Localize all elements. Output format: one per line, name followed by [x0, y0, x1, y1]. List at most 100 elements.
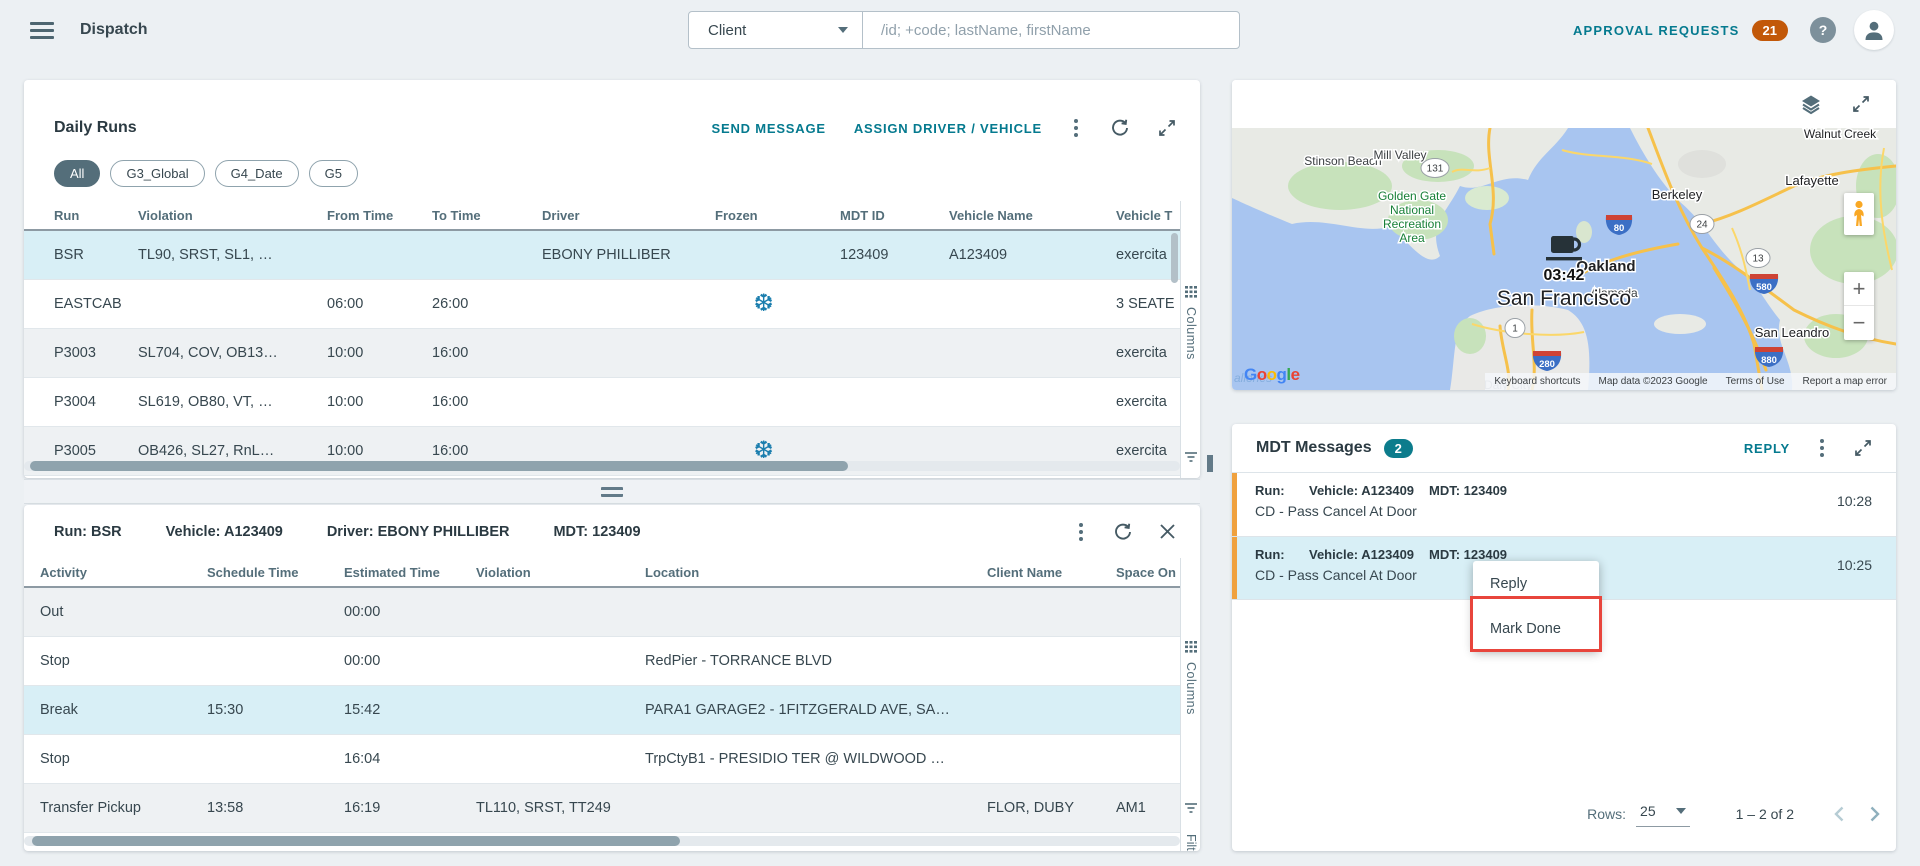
col-client-name[interactable]: Client Name	[973, 558, 1102, 588]
rows-per-page-label: Rows:	[1587, 806, 1627, 822]
vertical-scrollbar[interactable]	[1171, 233, 1178, 283]
map-canvas[interactable]: Stinson Beach Mill Valley Golden Gate Na…	[1232, 126, 1896, 390]
col-vehicle-type[interactable]: Vehicle T	[1102, 201, 1180, 231]
cell: Stop	[24, 734, 193, 784]
context-menu-reply[interactable]: Reply	[1490, 575, 1528, 592]
cell	[193, 587, 330, 637]
col-schedule-time[interactable]: Schedule Time	[193, 558, 330, 588]
svg-text:580: 580	[1756, 282, 1772, 293]
filter-icon[interactable]	[1185, 801, 1197, 819]
activity-row-transfer-pickup[interactable]: Transfer Pickup 13:58 16:19 TL110, SRST,…	[24, 783, 1180, 833]
horizontal-splitter[interactable]	[24, 479, 1200, 504]
cell: 15:30	[193, 685, 330, 735]
more-options-icon[interactable]	[1075, 519, 1087, 545]
filter-chip-g3-global[interactable]: G3_Global	[110, 160, 205, 187]
run-row-p3003[interactable]: P3003 SL704, COV, OB13… 10:00 16:00 exer…	[24, 328, 1180, 378]
search-category-select[interactable]: Client	[689, 12, 863, 48]
pegman-icon	[1854, 200, 1864, 226]
columns-rail-label[interactable]: Columns	[1184, 662, 1198, 715]
message-vehicle: Vehicle: A123409	[1309, 547, 1415, 562]
rows-per-page-select[interactable]: 25	[1636, 801, 1690, 827]
cell: 10:00	[313, 328, 418, 378]
vertical-splitter[interactable]	[1207, 455, 1213, 473]
filter-icon[interactable]	[1185, 450, 1197, 468]
col-driver[interactable]: Driver	[528, 201, 701, 231]
layers-icon[interactable]	[1800, 93, 1822, 115]
context-menu-mark-done[interactable]: Mark Done	[1490, 620, 1561, 637]
cell	[528, 279, 701, 329]
expand-icon[interactable]	[1158, 119, 1176, 137]
horizontal-scrollbar[interactable]	[24, 836, 1180, 846]
menu-icon[interactable]	[30, 18, 54, 43]
columns-grid-icon[interactable]	[1185, 285, 1197, 303]
route-badge-1: 1	[1504, 318, 1526, 338]
mdt-message-row[interactable]: Run: Vehicle: A123409 MDT: 123409 CD - P…	[1232, 472, 1896, 536]
col-frozen[interactable]: Frozen	[701, 201, 826, 231]
cell	[935, 328, 1102, 378]
detail-vehicle: Vehicle: A123409	[165, 523, 283, 540]
refresh-icon[interactable]	[1113, 522, 1133, 542]
search-input[interactable]	[863, 12, 1239, 48]
columns-grid-icon[interactable]	[1185, 640, 1197, 658]
col-estimated-time[interactable]: Estimated Time	[330, 558, 462, 588]
more-options-icon[interactable]	[1070, 115, 1082, 141]
send-message-button[interactable]: SEND MESSAGE	[711, 120, 826, 136]
col-violation[interactable]: Violation	[462, 558, 631, 588]
mdt-pagination: Rows: 25 1 – 2 of 2	[1587, 801, 1880, 827]
previous-page-icon[interactable]	[1834, 806, 1844, 822]
refresh-icon[interactable]	[1110, 118, 1130, 138]
run-detail-table: Activity Schedule Time Estimated Time Vi…	[24, 558, 1180, 833]
col-vehicle-name[interactable]: Vehicle Name	[935, 201, 1102, 231]
next-page-icon[interactable]	[1870, 806, 1880, 822]
col-activity[interactable]: Activity	[24, 558, 193, 588]
run-row-bsr[interactable]: BSR TL90, SRST, SL1, … EBONY PHILLIBER 1…	[24, 230, 1180, 280]
activity-row-out[interactable]: Out 00:00	[24, 587, 1180, 637]
activity-row-stop2[interactable]: Stop 16:04 TrpCtyB1 - PRESIDIO TER @ WIL…	[24, 734, 1180, 784]
cell: 16:19	[330, 783, 462, 833]
activity-row-break[interactable]: Break 15:30 15:42 PARA1 GARAGE2 - 1FITZG…	[24, 685, 1180, 735]
col-mdt-id[interactable]: MDT ID	[826, 201, 935, 231]
chevron-down-icon	[838, 27, 848, 33]
columns-rail-label[interactable]: Columns	[1184, 307, 1198, 360]
approval-requests-link[interactable]: APPROVAL REQUESTS	[1572, 22, 1740, 38]
report-error-link[interactable]: Report a map error	[1802, 376, 1887, 387]
terms-link[interactable]: Terms of Use	[1725, 376, 1785, 387]
cell: exercita	[1102, 328, 1180, 378]
zoom-in-button[interactable]: +	[1844, 272, 1874, 306]
cell	[462, 734, 631, 784]
filter-chip-g4-date[interactable]: G4_Date	[214, 160, 299, 187]
pegman-control[interactable]	[1844, 193, 1874, 235]
col-from-time[interactable]: From Time	[313, 201, 418, 231]
daily-runs-actions: SEND MESSAGE ASSIGN DRIVER / VEHICLE	[712, 115, 1177, 141]
map-label-mill-valley: Mill Valley	[1373, 148, 1426, 162]
horizontal-scrollbar[interactable]	[24, 461, 1180, 471]
zoom-out-button[interactable]: −	[1852, 310, 1866, 335]
avatar[interactable]	[1854, 10, 1894, 50]
expand-icon[interactable]	[1852, 95, 1870, 113]
close-icon[interactable]	[1159, 523, 1176, 540]
help-icon[interactable]: ?	[1810, 17, 1836, 43]
filter-rail-label[interactable]: Filter	[1184, 834, 1198, 851]
map-zoom-control: + −	[1844, 272, 1874, 340]
expand-icon[interactable]	[1854, 439, 1872, 457]
col-violation[interactable]: Violation	[124, 201, 313, 231]
activity-row-stop1[interactable]: Stop 00:00 RedPier - TORRANCE BLVD	[24, 636, 1180, 686]
message-meta: Run: Vehicle: A123409 MDT: 123409	[1255, 547, 1872, 562]
cell: 13:58	[193, 783, 330, 833]
cell: 00:00	[330, 636, 462, 686]
col-location[interactable]: Location	[631, 558, 973, 588]
filter-chip-all[interactable]: All	[54, 160, 101, 187]
more-options-icon[interactable]	[1816, 435, 1828, 461]
col-run[interactable]: Run	[24, 201, 124, 231]
svg-text:Recreation: Recreation	[1383, 217, 1441, 231]
keyboard-shortcuts-link[interactable]: Keyboard shortcuts	[1494, 376, 1581, 387]
run-row-p3004[interactable]: P3004 SL619, OB80, VT, … 10:00 16:00 exe…	[24, 377, 1180, 427]
reply-button[interactable]: REPLY	[1743, 440, 1790, 456]
col-to-time[interactable]: To Time	[418, 201, 528, 231]
filter-chip-g5[interactable]: G5	[308, 160, 358, 187]
run-row-eastcab[interactable]: EASTCAB 06:00 26:00 ❆ 3 SEATE	[24, 279, 1180, 329]
assign-driver-vehicle-button[interactable]: ASSIGN DRIVER / VEHICLE	[853, 120, 1042, 136]
cell: Out	[24, 587, 193, 637]
vehicle-break-marker[interactable]: 03:42	[1542, 236, 1586, 286]
col-space-on[interactable]: Space On	[1102, 558, 1180, 588]
